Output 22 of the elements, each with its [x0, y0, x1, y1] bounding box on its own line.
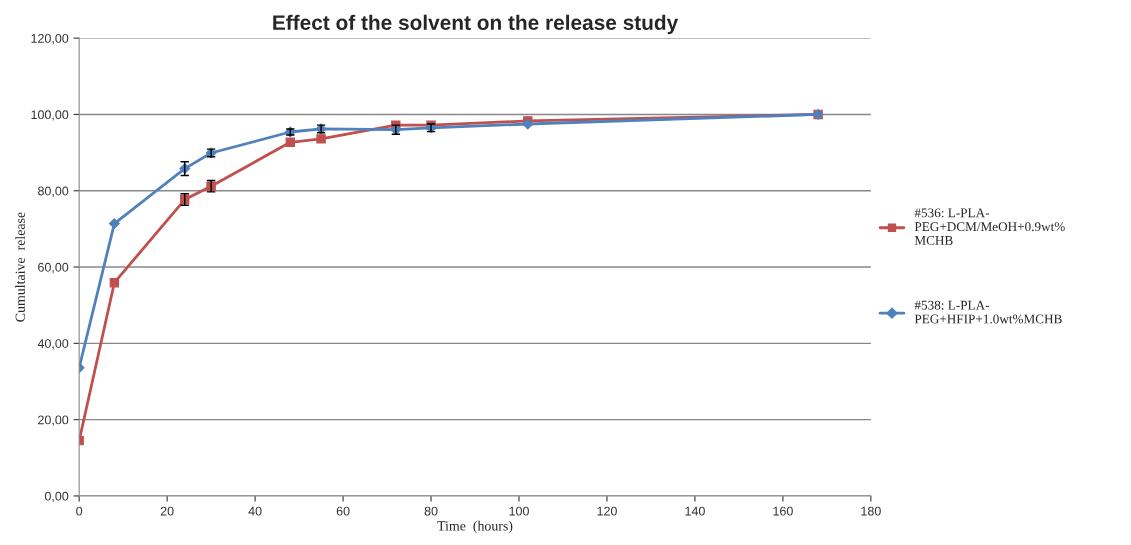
x-tick-label: 160	[773, 506, 793, 516]
x-tick-label: 140	[685, 506, 705, 516]
legend-label: #536: L-PLA-PEG+DCM/MeOH+0.9wt% MCHB	[914, 208, 1065, 245]
x-tick-label: 180	[861, 506, 881, 516]
x-tick-label: 0	[76, 506, 83, 516]
x-tick-label: 80	[424, 506, 438, 516]
y-tick-label: 40,00	[37, 339, 69, 350]
x-tick-label: 60	[336, 506, 350, 516]
x-tick-label: 100	[509, 506, 529, 516]
y-axis-title: Cumultaive release	[15, 212, 25, 322]
y-tick-label: 20,00	[38, 415, 69, 426]
x-tick-label: 20	[160, 506, 174, 516]
legend-label: #538: L-PLA-PEG+HFIP+1.0wt%MCHB	[914, 300, 1062, 324]
x-tick-label: 40	[248, 506, 262, 516]
y-tick-label: 0,00	[44, 491, 69, 503]
y-tick-label: 80,00	[38, 186, 69, 197]
y-tick-label: 100,00	[31, 110, 69, 121]
y-tick-label: 120,00	[31, 33, 69, 45]
x-axis-title: Time (hours)	[437, 520, 513, 534]
x-tick-label: 120	[597, 506, 617, 516]
y-tick-label: 60,00	[38, 262, 69, 274]
chart-title: Effect of the solvent on the release study	[273, 14, 679, 35]
